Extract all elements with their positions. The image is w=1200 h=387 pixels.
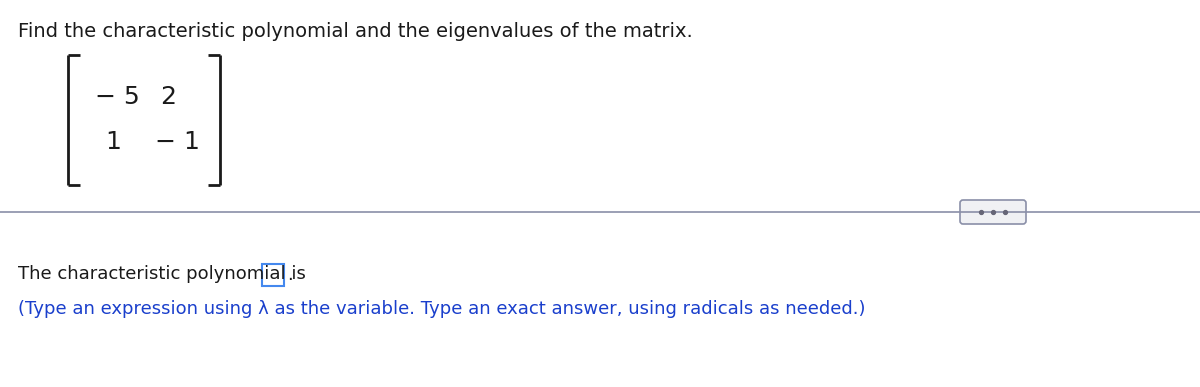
FancyBboxPatch shape xyxy=(262,264,284,286)
Text: 2: 2 xyxy=(160,85,176,109)
FancyBboxPatch shape xyxy=(960,200,1026,224)
Text: 1: 1 xyxy=(106,130,121,154)
Text: − 1: − 1 xyxy=(155,130,200,154)
Text: The characteristic polynomial is: The characteristic polynomial is xyxy=(18,265,306,283)
Text: (Type an expression using λ as the variable. Type an exact answer, using radical: (Type an expression using λ as the varia… xyxy=(18,300,865,318)
Text: − 5: − 5 xyxy=(95,85,139,109)
Text: Find the characteristic polynomial and the eigenvalues of the matrix.: Find the characteristic polynomial and t… xyxy=(18,22,692,41)
Text: .: . xyxy=(287,266,293,284)
